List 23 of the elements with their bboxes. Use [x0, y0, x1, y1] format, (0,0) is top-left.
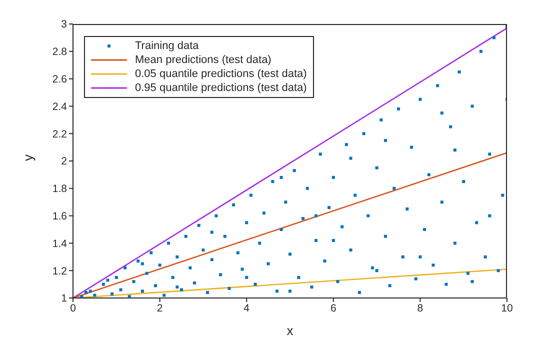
x-tick-label: 10: [501, 302, 513, 314]
legend-label: Training data: [135, 39, 199, 53]
y-tick-label: 1: [61, 292, 68, 305]
y-tick-label: 2.4: [52, 100, 68, 113]
legend-label: 0.95 quantile predictions (test data): [135, 81, 307, 95]
y-tick-label: 2.6: [52, 74, 68, 86]
x-tick-label: 4: [244, 302, 250, 314]
x-axis-title: x: [286, 323, 294, 337]
y-tick-label: 2.8: [52, 46, 68, 58]
x-tick-label: 6: [330, 302, 336, 314]
y-tick-label: 2.2: [52, 128, 68, 140]
y-axis-title: y: [20, 154, 36, 161]
y-tick-label: 1.6: [52, 210, 68, 223]
y-tick-label: 3: [61, 18, 68, 31]
y-tick-label: 1.8: [52, 183, 68, 196]
y-tick-label: 1.4: [52, 238, 68, 250]
x-tick-label: 0: [70, 302, 76, 314]
x-tick-label: 2: [156, 302, 163, 314]
legend-label: Mean predictions (test data): [135, 53, 272, 67]
x-tick-label: 8: [417, 302, 424, 314]
y-tick-label: 1.2: [52, 265, 68, 278]
legend-label: 0.05 quantile predictions (test data): [135, 67, 307, 81]
y-tick-label: 2: [61, 156, 68, 168]
